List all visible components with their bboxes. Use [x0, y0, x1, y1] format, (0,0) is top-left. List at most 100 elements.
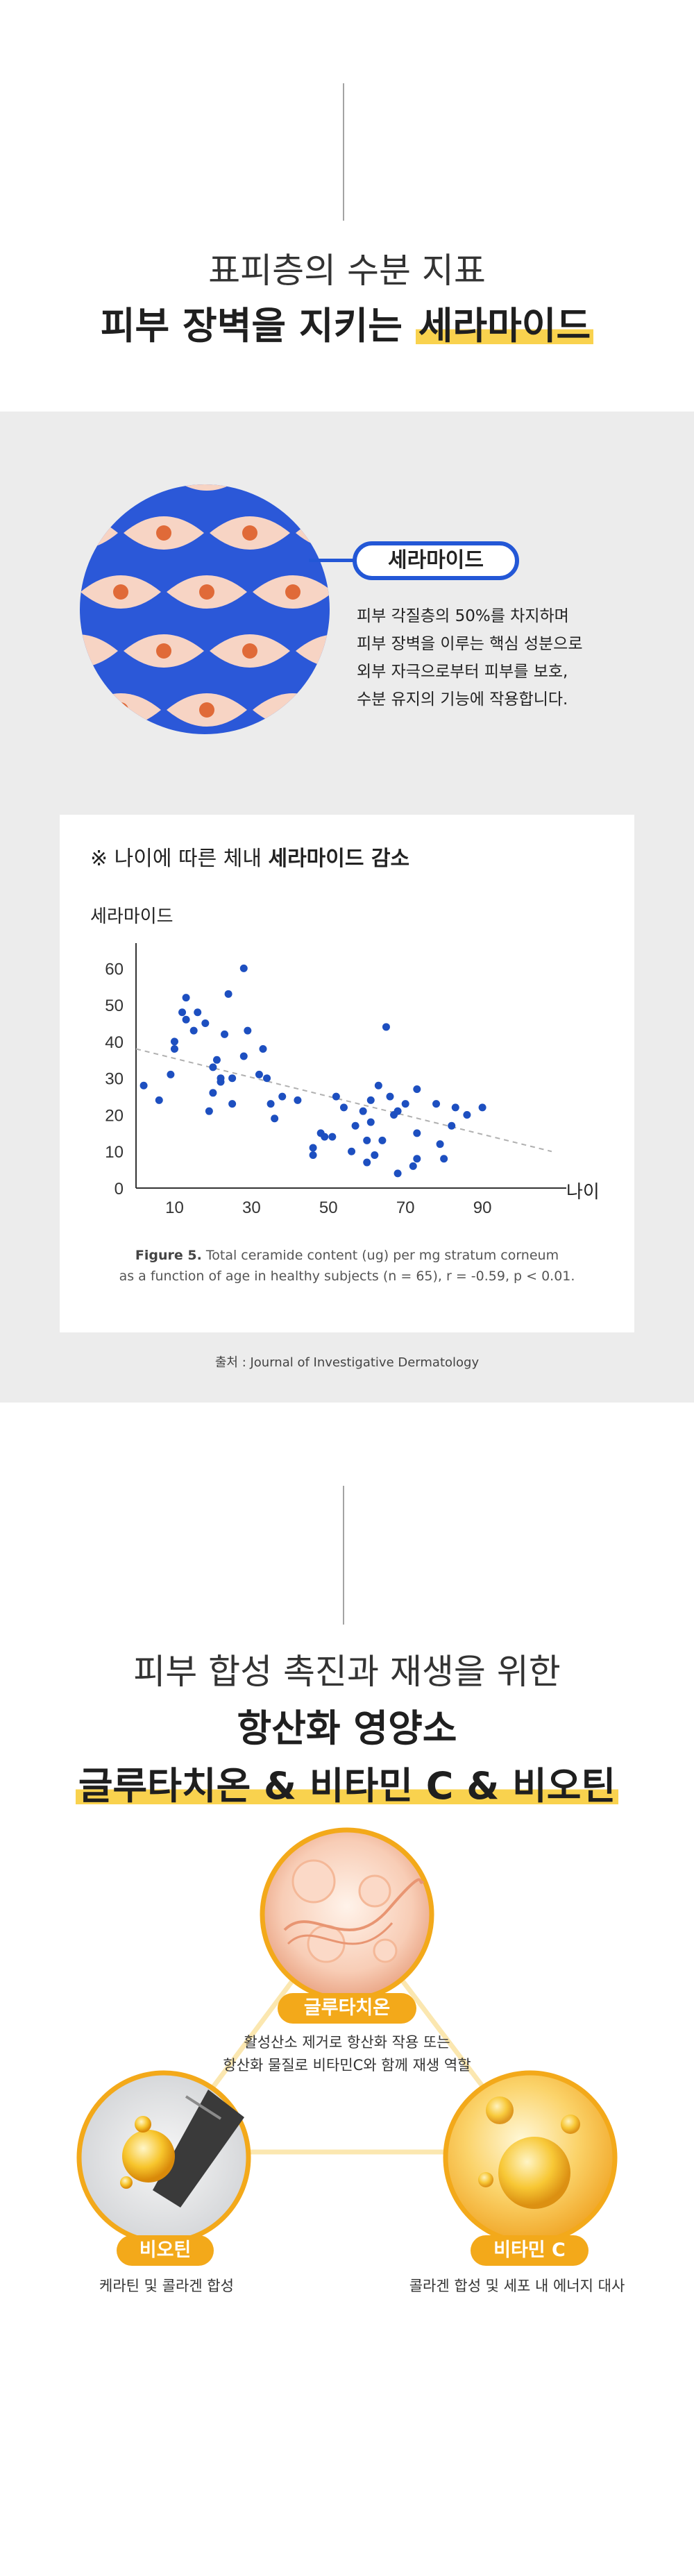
data-point: [266, 1100, 275, 1108]
caption-figure-label: Figure 5.: [135, 1248, 202, 1263]
ceramide-desc-line: 수분 유지의 기능에 작용합니다.: [357, 690, 568, 709]
x-tick-label: 90: [473, 1198, 492, 1217]
ceramide-description: 피부 각질층의 50%를 차지하며 피부 장벽을 이루는 핵심 성분으로 외부 …: [357, 602, 655, 713]
y-tick-label: 60: [105, 960, 124, 978]
skin-cell: [124, 634, 204, 668]
skin-cell: [296, 634, 330, 668]
ceramide-desc-line: 피부 각질층의 50%를 차지하며: [357, 607, 569, 625]
ceramide-desc-line: 피부 장벽을 이루는 핵심 성분으로: [357, 635, 583, 653]
biotin-image: [76, 2070, 251, 2245]
data-point: [209, 1063, 217, 1071]
y-tick-label: 0: [115, 1180, 124, 1198]
glutathione-image: [260, 1827, 434, 2002]
data-point: [363, 1136, 371, 1144]
y-tick-label: 30: [105, 1070, 124, 1089]
data-point: [332, 1092, 340, 1101]
data-point: [201, 1019, 210, 1028]
data-point: [217, 1074, 225, 1083]
skin-cell: [81, 484, 161, 491]
intro-title-prefix: 피부 장벽을 지키는: [100, 304, 416, 348]
data-point: [221, 1030, 229, 1038]
antioxidant-title-line3: 글루타치온 & 비타민 C & 비오틴: [0, 1755, 694, 1810]
y-tick-label: 40: [105, 1033, 124, 1052]
intro-title-line2: 피부 장벽을 지키는 세라마이드: [0, 295, 694, 350]
data-point: [155, 1096, 163, 1104]
caption-line1-text: Total ceramide content (ug) per mg strat…: [205, 1248, 559, 1263]
data-point: [228, 1100, 237, 1108]
data-point: [321, 1133, 329, 1141]
data-point: [224, 990, 232, 998]
data-point: [209, 1089, 217, 1097]
x-axis-label: 나이: [566, 1181, 600, 1202]
data-point: [182, 1015, 190, 1024]
ceramide-section: 세라마이드 피부 각질층의 50%를 차지하며 피부 장벽을 이루는 핵심 성분…: [0, 412, 694, 1403]
data-point: [413, 1155, 421, 1163]
chart-caption: Figure 5. Total ceramide content (ug) pe…: [60, 1245, 634, 1287]
x-tick-label: 50: [319, 1198, 338, 1217]
chart-heading: ※ 나이에 따른 체내 세라마이드 감소: [90, 841, 409, 872]
antioxidant-title-line2: 항산화 영양소: [237, 1706, 457, 1750]
skin-cell: [124, 516, 204, 550]
data-point: [451, 1103, 459, 1112]
vitamin-c-label: 비타민 C: [471, 2235, 589, 2266]
intro-title-highlight: 세라마이드: [415, 304, 594, 348]
glutathione-desc-line: 활성산소 제거로 항산화 작용 또는: [244, 2034, 450, 2051]
x-tick-label: 10: [165, 1198, 184, 1217]
data-point: [348, 1147, 356, 1155]
y-tick-label: 50: [105, 997, 124, 1015]
data-point: [239, 964, 248, 972]
data-point: [278, 1092, 287, 1101]
vitamin-c-image: [443, 2070, 618, 2245]
y-axis-label: 세라마이드: [90, 906, 174, 926]
data-point: [436, 1140, 444, 1149]
data-point: [409, 1162, 417, 1170]
chart-card: ※ 나이에 따른 체내 세라마이드 감소 세라마이드 나이 0 10 20 30 40 5…: [60, 815, 634, 1332]
chart-source: 출처 : Journal of Investigative Dermatolog…: [214, 1355, 480, 1370]
skin-cell: [253, 484, 330, 491]
data-point: [413, 1085, 421, 1094]
data-point: [413, 1129, 421, 1137]
data-point: [378, 1136, 387, 1144]
antioxidant-title-line1: 피부 합성 촉진과 재생을 위한: [133, 1652, 561, 1692]
data-point: [478, 1103, 486, 1112]
data-point: [228, 1074, 237, 1083]
glutathione-desc-line: 항산화 물질로 비타민C와 함께 재생 역할: [223, 2057, 471, 2074]
y-tick-label: 20: [105, 1106, 124, 1125]
biotin-desc-line: 케라틴 및 콜라겐 합성: [99, 2278, 234, 2294]
data-point: [374, 1081, 382, 1090]
ceramide-connector: [309, 559, 354, 562]
data-point: [178, 1008, 187, 1017]
data-point: [366, 1118, 375, 1126]
data-point: [255, 1070, 263, 1078]
data-point: [205, 1107, 213, 1115]
data-point: [271, 1115, 279, 1123]
vitamin-c-desc-line: 콜라겐 합성 및 세포 내 에너지 대사: [409, 2278, 625, 2294]
data-point: [448, 1121, 456, 1130]
data-point: [328, 1133, 337, 1141]
ceramide-label: 세라마이드: [353, 541, 519, 580]
antioxidant-section: 피부 합성 촉진과 재생을 위한 항산화 영양소 글루타치온 & 비타민 C &…: [0, 1403, 694, 2576]
data-point: [432, 1100, 441, 1108]
data-point: [244, 1026, 252, 1035]
data-point: [386, 1092, 394, 1101]
data-point: [170, 1044, 178, 1053]
data-point: [463, 1110, 471, 1119]
y-tick-label: 10: [105, 1143, 124, 1162]
data-point: [366, 1096, 375, 1104]
antioxidant-title-highlight: 글루타치온 & 비타민 C & 비오틴: [75, 1764, 619, 1808]
skin-cell: [81, 575, 161, 609]
data-point: [351, 1121, 359, 1130]
data-point: [393, 1107, 402, 1115]
skin-cell: [167, 575, 247, 609]
data-point: [339, 1103, 348, 1112]
data-point: [170, 1037, 178, 1046]
data-point: [239, 1052, 248, 1060]
data-point: [263, 1074, 271, 1083]
data-point: [359, 1107, 367, 1115]
divider-line: [343, 1486, 344, 1625]
skin-cells-illustration: [80, 484, 330, 734]
skin-cell: [210, 634, 290, 668]
intro-section: 표피층의 수분 지표 피부 장벽을 지키는 세라마이드: [0, 0, 694, 412]
data-point: [371, 1151, 379, 1160]
glutathione-description: 활성산소 제거로 항산화 작용 또는 항산화 물질로 비타민C와 함께 재생 역…: [139, 2031, 555, 2077]
